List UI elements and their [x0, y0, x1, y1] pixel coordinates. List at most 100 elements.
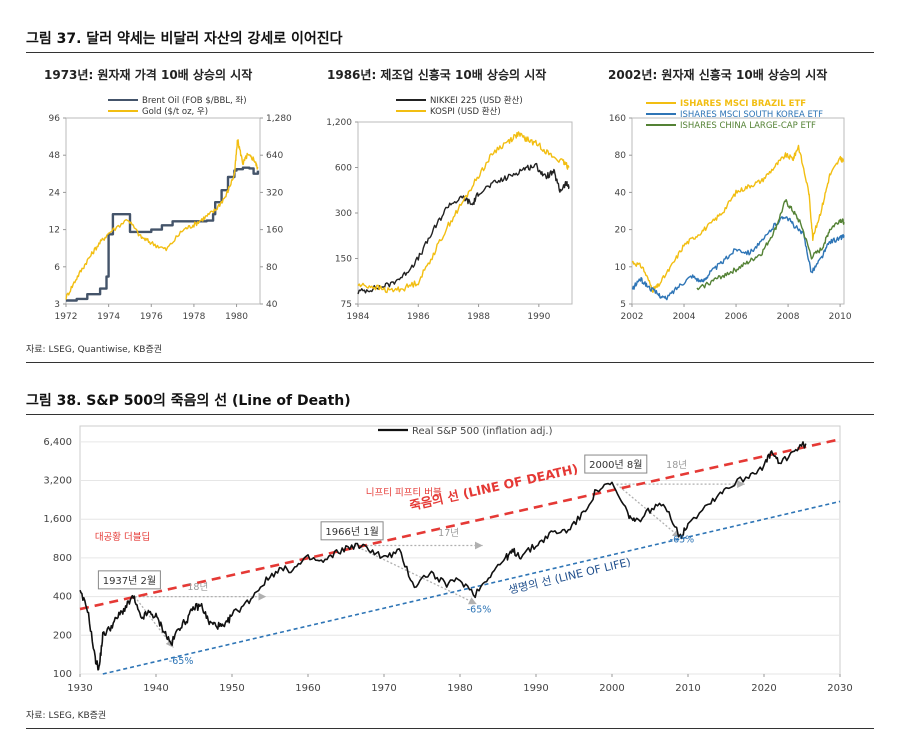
y2-tick-label: 160	[266, 226, 283, 236]
legend-label: Brent Oil (FOB $/BBL, 좌)	[142, 96, 247, 106]
y2-tick-label: 40	[266, 300, 278, 310]
annotation-label: -65%	[670, 535, 695, 546]
x-tick-label: 2000	[599, 683, 624, 694]
y-tick-label: 800	[53, 553, 72, 564]
date-callout-box	[320, 521, 384, 541]
figure-37-top-rule	[26, 52, 874, 53]
projection-arrow	[354, 544, 478, 605]
legend-label: ISHARES MSCI BRAZIL ETF	[680, 99, 806, 109]
x-tick-label: 2010	[829, 312, 852, 322]
x-tick-label: 1990	[527, 312, 550, 322]
sp500-real-line	[79, 441, 807, 671]
line-of-life	[102, 500, 841, 675]
plot-frame	[79, 425, 841, 675]
annotation-label: 니프티 피프티 버블	[366, 487, 442, 498]
series-line-3	[696, 199, 845, 291]
annotation-label: 17년	[438, 528, 459, 539]
chart-1973-commodities: 3 6 12 24 48 96 40 80 160 320 640 1,280 1972 1974 1976…	[49, 96, 292, 322]
x-tick-label: 1930	[67, 683, 92, 694]
figure-37-source: 자료: LSEG, Quantiwise, KB증권	[26, 345, 163, 355]
chart-1986-manufacturing-em: 75 150 300 600 1,200 1984 1986 1988 1990 NIKKEI 2…	[326, 95, 573, 322]
y-tick-label: 80	[615, 151, 627, 161]
series-line-1	[357, 162, 570, 295]
figure-38-source: 자료: LSEG, KB증권	[26, 711, 107, 721]
plot-frame	[65, 117, 261, 305]
chart-2002-commodity-em: 5 10 20 40 80 160 2002 2004 2006 2008 2010 ISHARES …	[609, 99, 852, 322]
figure-38-bottom-rule	[26, 728, 874, 729]
date-callout-label: 1966년 1월	[325, 526, 378, 538]
chart-2002-title: 2002년: 원자재 신흥국 10배 상승의 시작	[608, 68, 828, 82]
y-tick-label: 3	[54, 300, 60, 310]
x-tick-label: 1970	[371, 683, 396, 694]
y-tick-label: 3,200	[43, 476, 72, 487]
x-tick-label: 1980	[225, 312, 248, 322]
x-tick-label: 1978	[182, 312, 205, 322]
series-line-1	[631, 144, 845, 293]
annotation-label: -65%	[169, 656, 194, 667]
y-tick-label: 1,600	[43, 514, 72, 525]
y-tick-label: 150	[335, 255, 352, 265]
series-line-2	[65, 139, 259, 300]
y2-tick-label: 1,280	[266, 114, 292, 124]
figure-37-title: 그림 37. 달러 약세는 비달러 자산의 강세로 이어진다	[26, 31, 343, 47]
y-tick-label: 48	[49, 151, 61, 161]
y-tick-label: 12	[49, 226, 60, 236]
y2-tick-label: 640	[266, 151, 283, 161]
legend-label: NIKKEI 225 (USD 환산)	[430, 95, 523, 106]
annotation-label: -65%	[467, 605, 492, 616]
plot-frame	[357, 121, 573, 305]
x-tick-label: 2002	[621, 312, 644, 322]
chart-sp500-line-of-death: 100 200 400 800 1,600 3,200 6,400 1930 1940 1950 1…	[43, 425, 853, 694]
y-tick-label: 40	[615, 188, 627, 198]
x-tick-label: 1972	[55, 312, 78, 322]
y-tick-label: 100	[53, 669, 72, 680]
x-tick-label: 1986	[407, 312, 430, 322]
y-tick-label: 5	[620, 300, 626, 310]
figure-38-top-rule	[26, 414, 874, 415]
x-tick-label: 1974	[97, 312, 120, 322]
x-tick-label: 1980	[447, 683, 472, 694]
chart-1986-title: 1986년: 제조업 신흥국 10배 상승의 시작	[327, 68, 547, 82]
x-tick-label: 1976	[140, 312, 163, 322]
x-tick-label: 1984	[347, 312, 370, 322]
legend-label: Real S&P 500 (inflation adj.)	[412, 426, 553, 437]
y-tick-label: 75	[341, 300, 352, 310]
legend-label: KOSPI (USD 환산)	[430, 106, 501, 117]
figure-38-title: 그림 38. S&P 500의 죽음의 선 (Line of Death)	[26, 393, 351, 409]
annotation-label: 대공황 더블딥	[95, 531, 150, 543]
x-tick-label: 1988	[467, 312, 490, 322]
y-tick-label: 6,400	[43, 437, 72, 448]
plot-frame	[631, 117, 845, 305]
x-tick-label: 2006	[725, 312, 748, 322]
annotation-label: 18년	[666, 460, 687, 471]
x-tick-label: 1990	[523, 683, 548, 694]
x-tick-label: 2030	[827, 683, 852, 694]
x-tick-label: 1960	[295, 683, 320, 694]
date-callout-label: 1937년 2월	[103, 575, 156, 587]
figure-37-bottom-rule	[26, 362, 874, 363]
y-tick-label: 200	[53, 630, 72, 641]
date-callout-box	[584, 454, 648, 474]
y-tick-label: 24	[49, 188, 61, 198]
y-tick-label: 600	[335, 164, 352, 174]
y-tick-label: 160	[609, 114, 626, 124]
x-tick-label: 1940	[143, 683, 168, 694]
legend-label: ISHARES CHINA LARGE-CAP ETF	[680, 121, 816, 131]
date-callout-label: 2000년 8월	[589, 459, 642, 471]
line-of-death	[79, 438, 841, 611]
series-line-2	[631, 216, 845, 301]
y-tick-label: 400	[53, 592, 72, 603]
chart-1973-title: 1973년: 원자재 가격 10배 상승의 시작	[44, 68, 253, 82]
y-tick-label: 10	[615, 263, 627, 273]
x-tick-label: 2020	[751, 683, 776, 694]
x-tick-label: 2004	[673, 312, 696, 322]
y-tick-label: 20	[615, 226, 627, 236]
legend-label: Gold ($/t oz, 우)	[142, 107, 208, 117]
legend-label: ISHARES MSCI SOUTH KOREA ETF	[680, 110, 823, 120]
y-tick-label: 1,200	[326, 118, 352, 128]
y-tick-label: 96	[49, 114, 61, 124]
y-tick-label: 6	[54, 263, 60, 273]
x-tick-label: 2010	[675, 683, 700, 694]
y2-tick-label: 80	[266, 263, 278, 273]
x-tick-label: 2008	[777, 312, 800, 322]
